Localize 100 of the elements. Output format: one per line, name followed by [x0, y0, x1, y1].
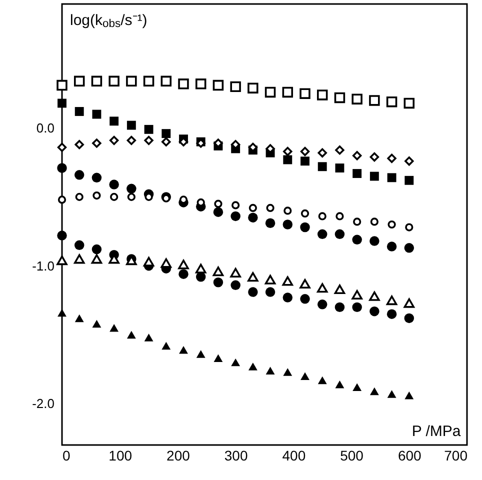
point: [335, 145, 344, 155]
point: [318, 212, 326, 220]
point: [214, 200, 222, 208]
point: [335, 164, 344, 172]
point: [92, 192, 101, 200]
point: [352, 150, 362, 160]
point: [160, 258, 172, 268]
point: [92, 138, 102, 148]
point: [74, 314, 84, 322]
point: [58, 98, 66, 108]
point: [370, 172, 379, 181]
point: [248, 212, 258, 222]
point: [214, 354, 223, 362]
point: [109, 180, 119, 190]
point: [58, 308, 66, 317]
point: [179, 346, 188, 354]
point: [231, 358, 240, 366]
point: [335, 380, 344, 388]
y-tick-label: -2.0: [32, 396, 54, 412]
point: [352, 169, 362, 178]
point: [386, 96, 398, 108]
y-tick-label: -1.0: [32, 258, 54, 274]
point: [352, 290, 362, 300]
point: [334, 229, 345, 240]
point: [75, 192, 84, 201]
point: [74, 140, 84, 150]
point: [316, 283, 328, 293]
point: [264, 86, 276, 98]
point: [282, 220, 293, 230]
point: [126, 184, 136, 194]
point: [74, 254, 85, 264]
point: [126, 120, 136, 130]
point: [143, 256, 154, 266]
point: [178, 78, 189, 90]
point: [283, 155, 292, 164]
point: [144, 334, 154, 342]
point: [300, 156, 310, 166]
point: [264, 274, 276, 284]
point: [282, 276, 294, 286]
point: [213, 278, 224, 288]
y-tick-label: 0.0: [36, 120, 54, 136]
point: [230, 81, 241, 92]
point: [74, 76, 85, 87]
point: [266, 204, 274, 212]
point: [232, 201, 240, 210]
point: [110, 192, 118, 201]
point: [369, 291, 380, 301]
point: [352, 302, 362, 312]
point: [230, 211, 240, 222]
point: [386, 309, 397, 319]
point: [317, 300, 328, 310]
point: [386, 296, 398, 306]
point: [300, 146, 310, 156]
point: [318, 376, 327, 384]
point: [404, 98, 415, 109]
point: [144, 124, 154, 134]
point: [334, 284, 346, 294]
point: [300, 372, 310, 380]
point: [92, 244, 102, 254]
point: [404, 313, 414, 324]
point: [57, 163, 67, 173]
point: [126, 330, 136, 339]
point: [74, 170, 84, 180]
point: [388, 220, 396, 229]
point: [248, 272, 258, 282]
point: [127, 192, 136, 201]
point: [248, 204, 257, 212]
point: [387, 390, 396, 398]
point: [230, 280, 240, 290]
point: [74, 240, 84, 250]
point: [282, 86, 294, 98]
point: [91, 254, 102, 264]
point: [248, 82, 258, 94]
point: [300, 88, 310, 99]
point: [160, 76, 172, 87]
point: [352, 94, 362, 104]
x-axis-title: P /MPa: [412, 423, 462, 440]
point: [283, 146, 292, 156]
point: [300, 222, 310, 232]
point: [162, 137, 171, 146]
point: [248, 287, 258, 297]
point: [57, 230, 67, 240]
point: [386, 242, 397, 252]
x-tick-label: 200: [166, 448, 190, 464]
point: [178, 260, 189, 270]
point: [56, 256, 68, 266]
point: [404, 298, 415, 308]
point: [91, 76, 102, 87]
point: [92, 320, 102, 328]
point: [56, 80, 68, 91]
point: [318, 148, 327, 158]
point: [352, 383, 362, 391]
point: [283, 368, 292, 376]
point: [230, 268, 241, 278]
point: [110, 324, 119, 332]
point: [178, 269, 188, 279]
point: [387, 154, 396, 163]
point: [195, 78, 206, 90]
point: [334, 92, 346, 104]
point: [300, 294, 310, 304]
